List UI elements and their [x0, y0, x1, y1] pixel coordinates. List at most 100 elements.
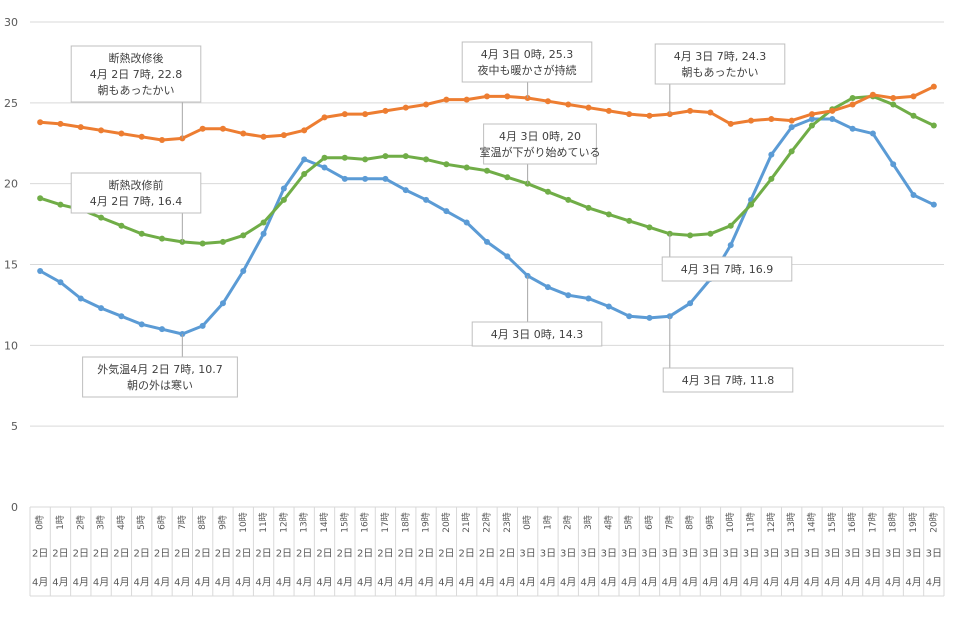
data-point-before [605, 211, 612, 218]
x-hour-label: 10時 [238, 512, 249, 532]
x-day-label: 2日 [296, 549, 312, 560]
data-point-before [748, 201, 755, 208]
x-day-label: 2日 [479, 549, 495, 560]
x-day-label: 2日 [174, 549, 190, 560]
x-month-label: 4月 [398, 577, 414, 589]
data-point-after [463, 96, 470, 103]
data-point-outdoor [159, 326, 166, 333]
x-day-label: 2日 [255, 549, 271, 560]
x-day-label: 3日 [519, 549, 535, 560]
data-point-before [646, 224, 653, 231]
data-point-outdoor [463, 219, 470, 226]
x-hour-label: 11時 [258, 512, 269, 532]
x-hour-label: 19時 [421, 512, 432, 532]
x-month-label: 4月 [499, 577, 515, 589]
x-hour-label: 15時 [339, 512, 350, 532]
data-point-outdoor [544, 284, 551, 291]
data-point-after [748, 117, 755, 124]
data-point-outdoor [890, 161, 897, 168]
x-day-label: 3日 [824, 549, 840, 560]
x-day-label: 3日 [540, 549, 556, 560]
callout-text: 断熱改修後 [109, 51, 164, 65]
data-point-after [138, 133, 145, 140]
data-point-outdoor [829, 116, 836, 122]
data-point-outdoor [362, 175, 369, 182]
x-hour-label: 16時 [360, 512, 371, 532]
data-point-before [240, 232, 247, 239]
data-point-after [910, 93, 917, 100]
x-hour-label: 12時 [766, 512, 777, 532]
x-day-label: 2日 [316, 549, 332, 560]
data-point-after [199, 125, 206, 132]
x-hour-label: 13時 [786, 512, 797, 532]
x-month-label: 4月 [255, 577, 271, 589]
data-point-after [504, 93, 511, 100]
x-hour-label: 8時 [685, 515, 696, 530]
x-day-label: 2日 [235, 549, 251, 560]
data-point-before [484, 167, 490, 174]
data-point-after [260, 133, 267, 140]
x-day-label: 3日 [885, 549, 901, 560]
y-tick-label: 30 [4, 16, 18, 29]
x-day-label: 3日 [580, 549, 596, 560]
data-point-after [159, 137, 166, 144]
x-day-label: 2日 [134, 549, 150, 560]
x-day-label: 2日 [32, 549, 48, 560]
callout-text: 朝もあったかい [98, 84, 175, 97]
x-hour-label: 7時 [177, 515, 188, 530]
data-point-before [382, 153, 389, 160]
x-day-label: 2日 [113, 549, 129, 560]
data-point-before [808, 122, 815, 129]
data-point-after [219, 125, 226, 132]
data-point-before [280, 196, 287, 203]
data-point-before [199, 240, 206, 247]
callout-text: 4月 3日 7時, 24.3 [674, 50, 766, 63]
data-point-after [57, 120, 64, 127]
x-day-label: 3日 [560, 549, 576, 560]
data-point-after [240, 130, 247, 137]
series-lines [37, 83, 937, 338]
data-point-after [829, 107, 836, 114]
data-point-after [808, 111, 815, 118]
callout-text: 4月 2日 7時, 16.4 [90, 195, 182, 208]
x-hour-label: 7時 [664, 515, 675, 530]
data-point-before [402, 153, 409, 160]
x-hour-label: 5時 [624, 515, 635, 530]
x-hour-label: 20時 [928, 512, 939, 532]
data-point-after [98, 127, 105, 134]
x-day-label: 3日 [783, 549, 799, 560]
x-month-label: 4月 [723, 577, 739, 589]
data-callouts: 断熱改修後 4月 2日 7時, 22.8 朝もあったかい 4月 3日 0時, 25.3… [70, 41, 794, 398]
data-point-outdoor [484, 238, 490, 245]
x-month-label: 4月 [459, 577, 475, 589]
data-point-after [768, 116, 775, 122]
data-point-outdoor [443, 208, 450, 215]
x-month-label: 4月 [174, 577, 190, 589]
x-hour-label: 3時 [96, 515, 107, 530]
x-month-label: 4月 [905, 577, 921, 589]
x-hour-label: 5時 [136, 515, 147, 530]
data-point-before [443, 161, 450, 168]
x-day-label: 3日 [844, 549, 860, 560]
x-hour-label: 0時 [35, 515, 46, 530]
x-hour-label: 20時 [441, 512, 452, 532]
x-hour-label: 16時 [847, 512, 858, 532]
data-point-before [341, 154, 348, 161]
callout-text: 4月 3日 7時, 16.9 [681, 263, 773, 276]
x-hour-label: 14時 [319, 512, 330, 532]
x-month-label: 4月 [601, 577, 617, 589]
x-month-label: 4月 [438, 577, 454, 589]
data-point-before [626, 217, 633, 224]
x-month-label: 4月 [743, 577, 759, 589]
x-hour-label: 12時 [278, 512, 289, 532]
callout-text: 4月 3日 0時, 25.3 [481, 48, 573, 61]
callout-text: 4月 3日 0時, 14.3 [491, 328, 583, 341]
data-point-outdoor [626, 313, 633, 320]
x-day-label: 3日 [702, 549, 718, 560]
x-month-label: 4月 [865, 577, 881, 589]
x-day-label: 3日 [621, 549, 637, 560]
data-point-outdoor [808, 116, 815, 122]
data-point-outdoor [565, 292, 572, 299]
x-month-label: 4月 [702, 577, 718, 589]
